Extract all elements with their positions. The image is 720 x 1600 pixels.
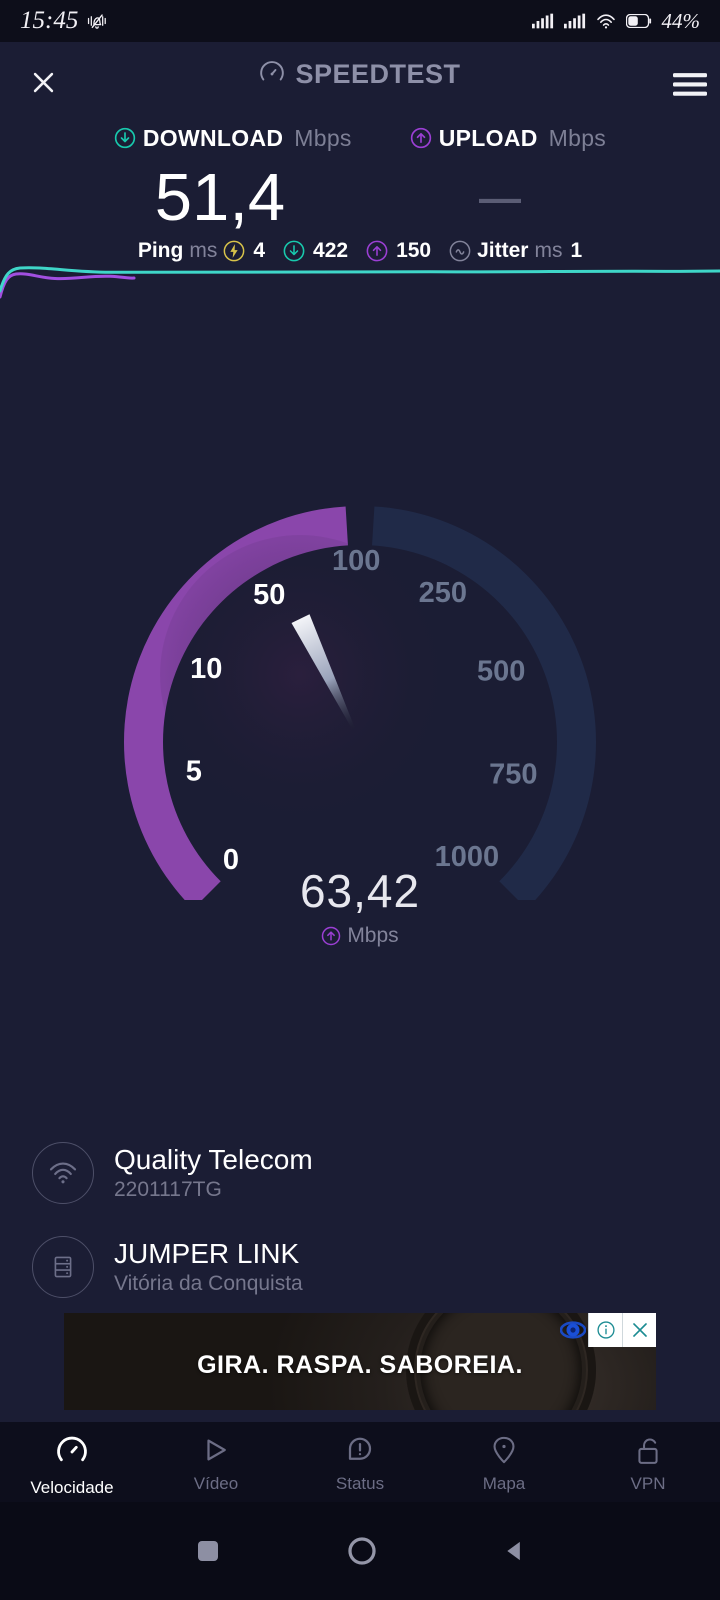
- svg-text:5: 5: [186, 755, 202, 787]
- svg-text:100: 100: [332, 545, 380, 577]
- svg-text:10: 10: [190, 653, 222, 685]
- svg-text:250: 250: [419, 577, 467, 609]
- svg-text:50: 50: [253, 579, 285, 611]
- svg-text:500: 500: [477, 656, 525, 688]
- svg-text:750: 750: [489, 758, 537, 790]
